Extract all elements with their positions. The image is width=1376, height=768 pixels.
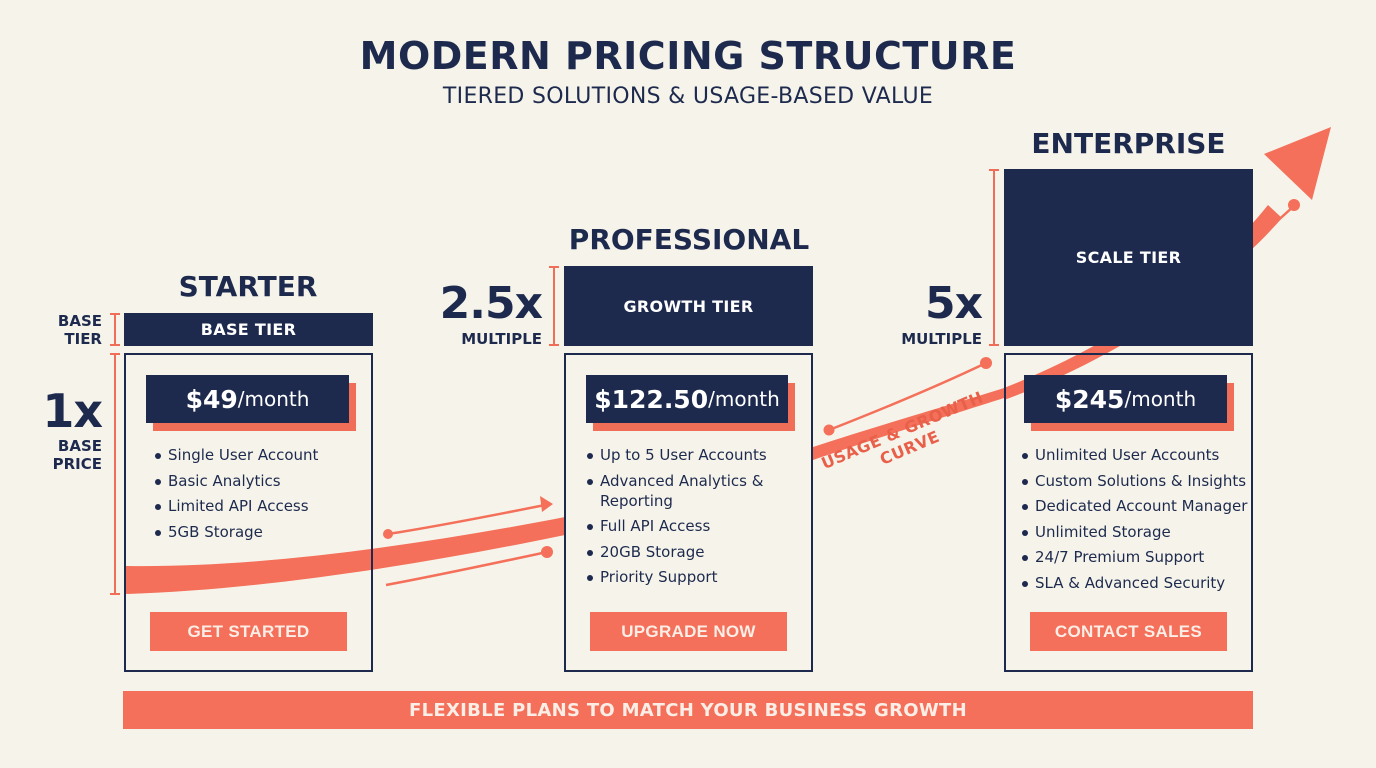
- feature-item: Up to 5 User Accounts: [586, 445, 806, 465]
- feature-item: Advanced Analytics & Reporting: [586, 471, 806, 511]
- multiplier-label-professional: MULTIPLE: [461, 330, 542, 348]
- base-tier-line2: TIER: [64, 330, 102, 348]
- feature-item: Single User Account: [154, 445, 364, 465]
- contact-sales-button[interactable]: CONTACT SALES: [1030, 612, 1227, 651]
- multiplier-value-professional: 2.5x: [439, 278, 543, 329]
- price-amount-enterprise: $245: [1054, 384, 1125, 414]
- feature-item: SLA & Advanced Security: [1021, 573, 1251, 593]
- feature-item: 24/7 Premium Support: [1021, 547, 1251, 567]
- feature-item: Custom Solutions & Insights: [1021, 471, 1251, 491]
- feature-item: Priority Support: [586, 567, 806, 587]
- page-subtitle: TIERED SOLUTIONS & USAGE-BASED VALUE: [442, 84, 934, 109]
- plan-name-enterprise: ENTERPRISE: [1031, 127, 1226, 160]
- feature-item: Basic Analytics: [154, 471, 364, 491]
- plan-card-professional: [564, 353, 813, 672]
- plan-card-enterprise: [1004, 353, 1253, 672]
- price-box-starter: $49/month: [146, 375, 349, 423]
- multiplier-label1-starter: BASE: [57, 437, 102, 455]
- feature-list-enterprise: Unlimited User Accounts Custom Solutions…: [1021, 445, 1251, 598]
- base-tier-line1: BASE: [57, 312, 102, 330]
- feature-list-starter: Single User Account Basic Analytics Limi…: [154, 445, 364, 547]
- feature-item: 5GB Storage: [154, 522, 364, 542]
- price-amount-starter: $49: [185, 384, 238, 414]
- feature-item: Dedicated Account Manager: [1021, 496, 1251, 516]
- footer-banner: FLEXIBLE PLANS TO MATCH YOUR BUSINESS GR…: [123, 691, 1253, 729]
- multiplier-enterprise: 5x MULTIPLE: [880, 278, 983, 348]
- price-box-enterprise: $245/month: [1024, 375, 1227, 423]
- plan-card-starter: [124, 353, 373, 672]
- price-period-starter: /month: [237, 387, 310, 411]
- price-box-professional: $122.50/month: [586, 375, 788, 423]
- tier-bar-starter: BASE TIER: [124, 313, 373, 346]
- plan-name-starter: STARTER: [178, 270, 318, 303]
- multiplier-starter: 1x BASE PRICE: [40, 384, 103, 473]
- feature-list-professional: Up to 5 User Accounts Advanced Analytics…: [586, 445, 806, 593]
- usage-growth-curve-label: USAGE & GROWTH CURVE: [816, 386, 997, 491]
- upgrade-now-button[interactable]: UPGRADE NOW: [590, 612, 787, 651]
- get-started-button[interactable]: GET STARTED: [150, 612, 347, 651]
- price-period-enterprise: /month: [1124, 387, 1197, 411]
- multiplier-bracket-enterprise: [989, 169, 999, 346]
- multiplier-bracket-professional: [549, 266, 559, 346]
- feature-item: Unlimited Storage: [1021, 522, 1251, 542]
- multiplier-label-enterprise: MULTIPLE: [901, 330, 982, 348]
- price-period-professional: /month: [708, 387, 780, 411]
- tier-bracket-starter: [110, 313, 120, 346]
- price-amount-professional: $122.50: [594, 384, 709, 414]
- multiplier-professional: 2.5x MULTIPLE: [420, 278, 543, 348]
- feature-item: Limited API Access: [154, 496, 364, 516]
- page-title: MODERN PRICING STRUCTURE: [359, 34, 1017, 78]
- tier-bar-enterprise: SCALE TIER: [1004, 169, 1253, 346]
- feature-item: 20GB Storage: [586, 542, 806, 562]
- price-bracket-starter: [110, 353, 120, 595]
- tier-bar-professional: GROWTH TIER: [564, 266, 813, 346]
- multiplier-value-starter: 1x: [42, 384, 103, 438]
- plan-name-professional: PROFESSIONAL: [568, 223, 810, 256]
- multiplier-value-enterprise: 5x: [925, 278, 983, 329]
- feature-item: Full API Access: [586, 516, 806, 536]
- multiplier-label2-starter: PRICE: [52, 455, 102, 473]
- base-tier-side-label: BASE TIER: [40, 312, 102, 348]
- feature-item: Unlimited User Accounts: [1021, 445, 1251, 465]
